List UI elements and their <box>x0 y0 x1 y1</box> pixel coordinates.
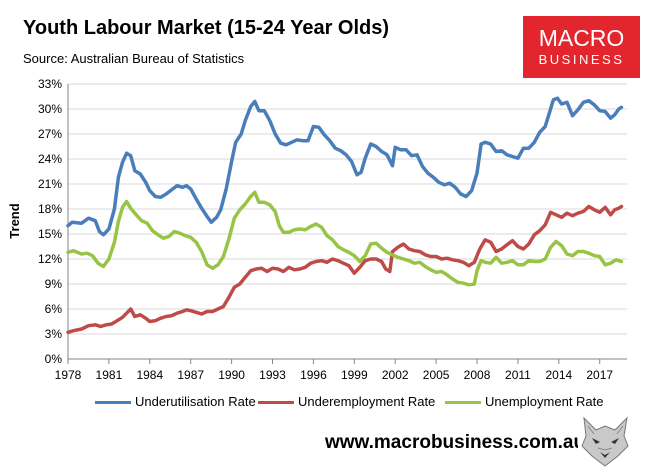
legend-label: Unemployment Rate <box>485 394 604 409</box>
x-tick-label: 2002 <box>382 368 409 382</box>
x-tick-label: 1987 <box>177 368 204 382</box>
legend-swatch <box>258 401 294 405</box>
legend-label: Underutilisation Rate <box>135 394 256 409</box>
y-tick-label: 0% <box>45 352 63 366</box>
y-tick-label: 15% <box>38 227 62 241</box>
y-tick-label: 18% <box>38 202 62 216</box>
series-line-unemployment-rate <box>66 190 624 287</box>
logo-line-1: MACRO <box>539 25 625 51</box>
y-axis-title: Trend <box>7 203 22 238</box>
x-tick-label: 1981 <box>96 368 123 382</box>
y-tick-label: 9% <box>45 277 63 291</box>
macrobusiness-logo: MACRO BUSINESS <box>523 16 640 78</box>
series-line-underutilisation-rate <box>66 96 624 237</box>
wolf-logo-icon <box>578 412 633 468</box>
y-tick-label: 21% <box>38 177 62 191</box>
x-tick-label: 2017 <box>586 368 613 382</box>
x-tick-label: 2011 <box>505 368 531 382</box>
x-tick-label: 2005 <box>423 368 450 382</box>
x-tick-label: 2008 <box>464 368 491 382</box>
x-tick-label: 2014 <box>545 368 572 382</box>
series-line-underemployment-rate <box>66 204 624 335</box>
x-tick-label: 1978 <box>55 368 82 382</box>
legend-item: Underemployment Rate <box>258 394 435 409</box>
x-tick-label: 1990 <box>218 368 245 382</box>
line-chart: 0% 3% 6% 9% 12% 15% 18% 21% 24% 27% 30% 33% 1978 1981… <box>7 77 627 382</box>
chart-title: Youth Labour Market (15-24 Year Olds) <box>23 17 390 39</box>
legend-swatch <box>445 401 481 405</box>
y-tick-label: 3% <box>45 327 63 341</box>
x-tick-label: 1999 <box>341 368 368 382</box>
chart-subtitle: Source: Australian Bureau of Statistics <box>23 51 245 66</box>
legend-label: Underemployment Rate <box>298 394 436 409</box>
legend-item: Unemployment Rate <box>445 394 604 409</box>
y-tick-label: 12% <box>38 252 62 266</box>
y-tick-label: 24% <box>38 152 62 166</box>
logo-line-2: BUSINESS <box>539 52 625 67</box>
x-tick-label: 1993 <box>259 368 286 382</box>
y-tick-label: 30% <box>38 102 62 116</box>
y-tick-label: 27% <box>38 127 62 141</box>
y-tick-label: 6% <box>45 302 63 316</box>
footer-url: www.macrobusiness.com.au <box>325 432 586 453</box>
legend-item: Underutilisation Rate <box>95 394 256 409</box>
logo-background <box>523 16 640 78</box>
x-tick-label: 1996 <box>300 368 327 382</box>
y-tick-label: 33% <box>38 77 62 91</box>
legend-swatch <box>95 401 131 405</box>
x-tick-label: 1984 <box>136 368 163 382</box>
